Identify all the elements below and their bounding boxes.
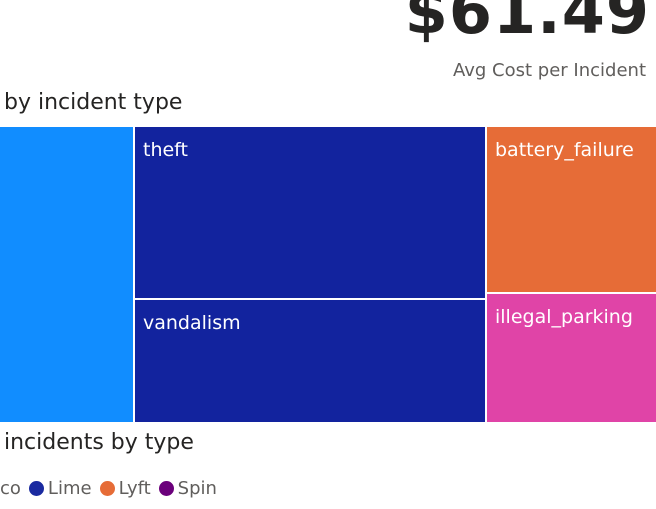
treemap-tile-battery-failure[interactable]	[487, 127, 656, 292]
legend-item-lime[interactable]: Lime	[28, 478, 92, 499]
treemap-tile-unlabeled[interactable]	[0, 127, 133, 422]
kpi-value: $61.49	[404, 0, 650, 48]
legend-label-spin: Spin	[177, 478, 217, 499]
legend-label-lyft: Lyft	[118, 478, 151, 499]
treemap-tile-vandalism[interactable]	[135, 300, 485, 422]
legend-dot-lime	[28, 481, 44, 496]
legend-label-lime: Lime	[47, 478, 92, 499]
treemap-label-vandalism: vandalism	[143, 312, 241, 334]
treemap-tile-theft[interactable]	[135, 127, 485, 298]
legend-item-lyft[interactable]: Lyft	[99, 478, 151, 499]
treemap-title: by incident type	[4, 90, 183, 115]
legend-dot-spin	[158, 481, 174, 496]
legend: co Lime Lyft Spin	[0, 478, 225, 499]
second-visual-title: incidents by type	[4, 430, 194, 455]
legend-item-spin[interactable]: Spin	[158, 478, 217, 499]
treemap-chart[interactable]: theft vandalism battery_failure illegal_par…	[0, 127, 656, 422]
legend-item-co[interactable]: co	[0, 478, 21, 499]
treemap-label-theft: theft	[143, 139, 188, 161]
legend-label-co: co	[0, 478, 21, 499]
kpi-label: Avg Cost per Incident	[453, 60, 646, 81]
treemap-label-battery-failure: battery_failure	[495, 139, 634, 161]
treemap-label-illegal-parking: illegal_parking	[495, 306, 633, 328]
treemap-tile-illegal-parking[interactable]	[487, 294, 656, 422]
legend-dot-lyft	[99, 481, 115, 496]
